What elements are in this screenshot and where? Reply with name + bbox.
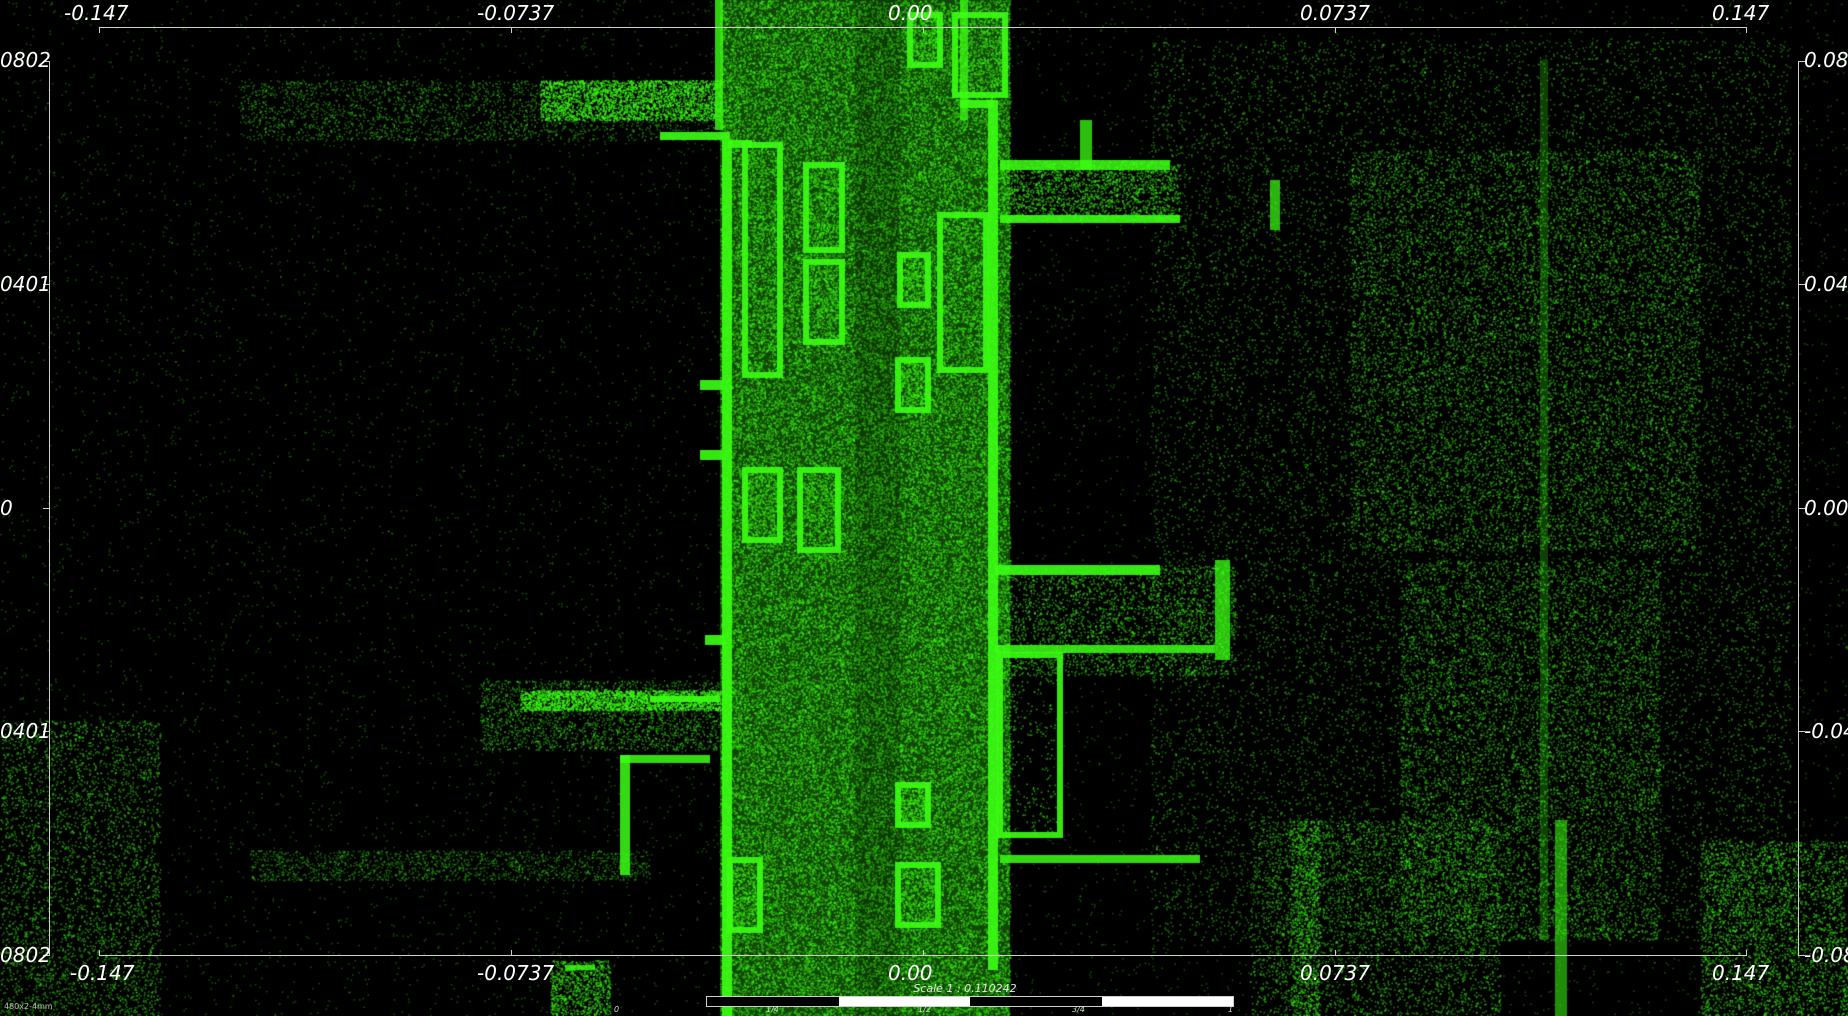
scale-bar-segment bbox=[707, 997, 839, 1006]
bottom-tick-label: -0.147 bbox=[70, 961, 135, 985]
bottom-tick-label: 0.0737 bbox=[1300, 961, 1370, 985]
scale-mark: 1/2 bbox=[918, 1005, 931, 1014]
scale-mark: 1/4 bbox=[766, 1005, 779, 1014]
bottom-tick-label: 0.00 bbox=[888, 961, 933, 985]
bottom-tick-label: 0.147 bbox=[1712, 961, 1770, 985]
right-axis-tick bbox=[1798, 61, 1805, 62]
left-axis-tick bbox=[43, 284, 50, 285]
bottom-axis-tick bbox=[1335, 950, 1336, 956]
left-axis-tick bbox=[43, 61, 50, 62]
left-tick-label: 0401 bbox=[0, 272, 51, 296]
right-axis-tick bbox=[1798, 508, 1805, 509]
scale-bar-segment bbox=[970, 997, 1102, 1006]
left-tick-label: 0802 bbox=[0, 943, 51, 967]
scale-bar-segment bbox=[838, 997, 970, 1006]
left-axis-tick bbox=[43, 955, 50, 956]
bottom-axis-tick bbox=[511, 950, 512, 956]
top-axis-tick bbox=[511, 27, 512, 33]
top-tick-label: -0.0737 bbox=[477, 1, 555, 25]
left-axis-tick bbox=[43, 508, 50, 509]
right-tick-label: 0.040 bbox=[1804, 272, 1848, 296]
scale-title: Scale 1 : 0.110242 bbox=[913, 982, 1017, 995]
left-tick-label: 0 bbox=[0, 496, 13, 520]
right-tick-label: 0.00 bbox=[1804, 496, 1848, 520]
top-axis-tick bbox=[1335, 27, 1336, 33]
scale-mark: 0 bbox=[614, 1005, 620, 1014]
scale-mark: 1 bbox=[1228, 1005, 1234, 1014]
bottom-tick-label: -0.0737 bbox=[477, 961, 555, 985]
top-tick-label: -0.147 bbox=[64, 1, 129, 25]
right-axis-tick bbox=[1798, 284, 1805, 285]
top-axis-tick bbox=[99, 27, 100, 33]
scale-bar bbox=[706, 996, 1234, 1007]
right-tick-label: -0.04 bbox=[1804, 719, 1848, 743]
bottom-axis-tick bbox=[923, 950, 924, 956]
top-axis-tick bbox=[923, 27, 924, 33]
status-text: 480x2-4mm bbox=[4, 1002, 53, 1011]
right-axis-tick bbox=[1798, 955, 1805, 956]
top-tick-label: 0.147 bbox=[1712, 1, 1770, 25]
top-axis-tick bbox=[1746, 27, 1747, 33]
bottom-axis-tick bbox=[99, 950, 100, 956]
left-axis-tick bbox=[43, 731, 50, 732]
right-axis-tick bbox=[1798, 731, 1805, 732]
top-tick-label: 0.00 bbox=[888, 1, 933, 25]
bottom-axis-tick bbox=[1746, 950, 1747, 956]
right-tick-label: 0.080 bbox=[1804, 48, 1848, 72]
right-tick-label: -0.08 bbox=[1804, 943, 1848, 967]
left-tick-label: 0401 bbox=[0, 719, 51, 743]
left-tick-label: 0802 bbox=[0, 48, 51, 72]
scale-mark: 3/4 bbox=[1072, 1005, 1085, 1014]
scale-bar-segment bbox=[1101, 997, 1233, 1006]
top-tick-label: 0.0737 bbox=[1300, 1, 1370, 25]
